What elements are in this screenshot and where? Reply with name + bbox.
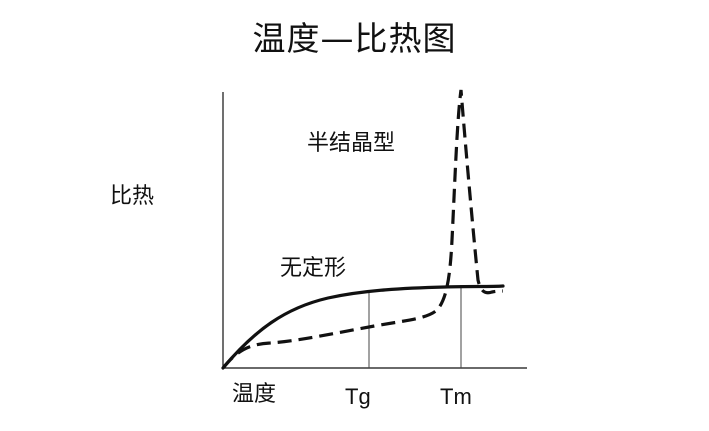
amorphous-curve [221,284,505,370]
chart-title: 温度—比热图 [252,19,457,58]
y-axis-label: 比热 [110,184,155,209]
semicrystalline-curve [221,89,504,370]
semicrystalline-label: 半结晶型 [307,131,396,156]
amorphous-label: 无定形 [280,256,347,281]
tg-marker-label: Tg [345,384,371,409]
x-axis-label: 温度 [232,382,277,407]
tm-marker-label: Tm [440,384,472,409]
